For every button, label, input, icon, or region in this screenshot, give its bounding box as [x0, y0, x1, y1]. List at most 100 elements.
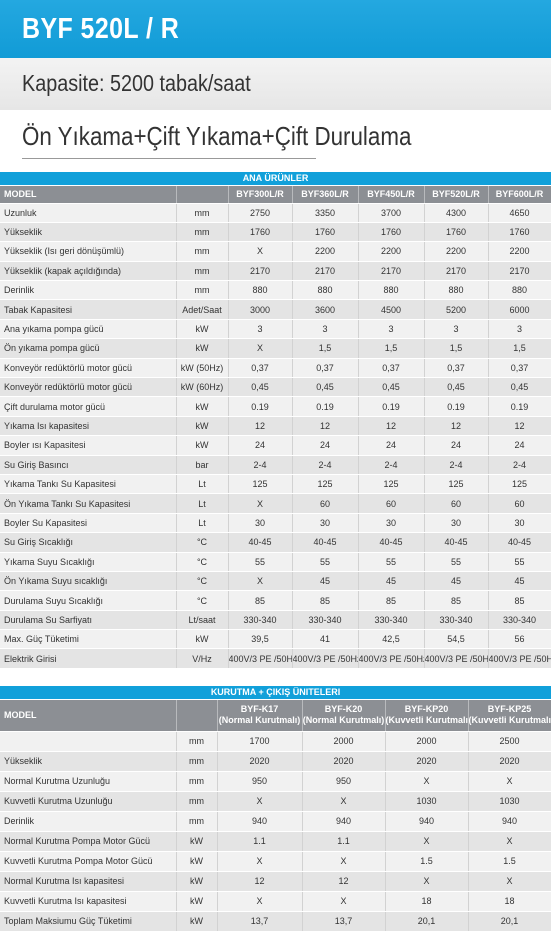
- cell-value: 125: [292, 474, 359, 495]
- model-column-header: BYF-KP20 (Kuvvetli Kurutmalı): [385, 699, 469, 732]
- cell-value: X: [385, 831, 469, 852]
- cell-value: 1,5: [424, 338, 489, 359]
- column-header-row: MODEL BYF-K17 (Normal Kurutmalı) BYF-K20 (No…: [0, 699, 551, 732]
- cell-value: 30: [358, 513, 425, 534]
- row-unit: °C: [176, 571, 229, 592]
- cell-value: 45: [488, 571, 551, 592]
- cell-value: 45: [424, 571, 489, 592]
- cell-value: 880: [228, 280, 293, 301]
- capacity-text: Kapasite: 5200 tabak/saat: [22, 70, 251, 96]
- row-label: Normal Kurutma Uzunluğu: [0, 771, 177, 792]
- row-unit: V/Hz: [176, 648, 229, 669]
- row-unit: Lt: [176, 513, 229, 534]
- cell-value: 125: [424, 474, 489, 495]
- row-label: Uzunluk: [0, 203, 177, 223]
- cell-value: 12: [358, 416, 425, 437]
- cell-value: 18: [385, 891, 469, 912]
- cell-value: 3: [424, 319, 489, 340]
- cell-value: 2020: [217, 751, 303, 772]
- cell-value: 12: [488, 416, 551, 437]
- cell-value: 2-4: [292, 455, 359, 475]
- cell-value: 0,37: [488, 358, 551, 379]
- cell-value: 13,7: [302, 911, 386, 932]
- row-label: Konveyör redüktörlü motor gücü: [0, 377, 177, 398]
- cell-value: 0,45: [424, 377, 489, 398]
- cell-value: 940: [302, 811, 386, 832]
- cell-value: 1700: [217, 731, 303, 752]
- cell-value: 42,5: [358, 629, 425, 650]
- column-header-row: MODEL BYF300L/R BYF360L/R BYF450L/R BYF520L/…: [0, 185, 551, 204]
- row-unit: mm: [176, 261, 229, 282]
- cell-value: 20,1: [385, 911, 469, 932]
- cell-value: X: [217, 891, 303, 912]
- model-header: MODEL: [0, 185, 177, 204]
- table-row: Yıkama Isı kapasitesi kW 12 12 12 12 12: [0, 416, 551, 437]
- table-row: Elektrik Girisi V/Hz 400V/3 PE /50Hz 400V/3…: [0, 648, 551, 669]
- page-title: BYF 520L / R: [22, 13, 180, 45]
- row-label: Çift durulama motor gücü: [0, 396, 177, 417]
- cell-value: 60: [488, 493, 551, 514]
- cell-value: X: [468, 871, 551, 892]
- row-unit: mm: [176, 811, 218, 832]
- cell-value: 0,37: [292, 358, 359, 379]
- row-label: [0, 731, 177, 752]
- cell-value: 0,45: [228, 377, 293, 398]
- cell-value: 41: [292, 629, 359, 650]
- model-column-header: BYF-K17 (Normal Kurutmalı): [217, 699, 303, 732]
- cell-value: 2170: [424, 261, 489, 282]
- table-row: Yükseklik (kapak açıldığında) mm 2170 2170 2…: [0, 261, 551, 282]
- cell-value: 24: [228, 435, 293, 456]
- cell-value: 30: [292, 513, 359, 534]
- row-unit: kW: [176, 629, 229, 650]
- cell-value: 85: [488, 590, 551, 611]
- row-label: Ön yıkama pompa gücü: [0, 338, 177, 359]
- table-row: Max. Güç Tüketimi kW 39,5 41 42,5 54,5 56: [0, 629, 551, 650]
- cell-value: 2170: [292, 261, 359, 282]
- cell-value: 1.5: [385, 851, 469, 872]
- main-products-table: ANA ÜRÜNLER MODEL BYF300L/R BYF360L/R BYF450…: [0, 172, 551, 669]
- cell-value: 40-45: [228, 532, 293, 553]
- cell-value: 2500: [468, 731, 551, 752]
- row-unit: mm: [176, 222, 229, 243]
- row-label: Ön Yıkama Tankı Su Kapasitesi: [0, 493, 177, 514]
- row-label: Yükseklik: [0, 222, 177, 243]
- cell-value: 3: [228, 319, 293, 340]
- cell-value: 2200: [424, 241, 489, 262]
- row-label: Konveyör redüktörlü motor gücü: [0, 358, 177, 379]
- cell-value: 2170: [488, 261, 551, 282]
- row-label: Yükseklik (Isı geri dönüşümlü): [0, 241, 177, 262]
- model-header: MODEL: [0, 699, 177, 732]
- table-row: Konveyör redüktörlü motor gücü kW (60Hz) 0…: [0, 377, 551, 398]
- cell-value: 55: [228, 552, 293, 572]
- cell-value: 12: [228, 416, 293, 437]
- cell-value: 30: [228, 513, 293, 534]
- cell-value: X: [228, 571, 293, 592]
- section-title: KURUTMA + ÇIKIŞ ÜNITELERI: [0, 686, 551, 700]
- cell-value: 0,45: [488, 377, 551, 398]
- cell-value: 55: [358, 552, 425, 572]
- table-row: Kuvvetli Kurutma Pompa Motor Gücü kW X X 1.5…: [0, 851, 551, 872]
- cell-value: 0.19: [488, 396, 551, 417]
- cell-value: 2000: [302, 731, 386, 752]
- cell-value: 880: [358, 280, 425, 301]
- cell-value: 1,5: [358, 338, 425, 359]
- model-column-header: BYF450L/R: [358, 185, 425, 204]
- cell-value: 1.5: [468, 851, 551, 872]
- row-unit: kW (50Hz): [176, 358, 229, 379]
- row-unit: kW: [176, 891, 218, 912]
- table-row: Boyler Su Kapasitesi Lt 30 30 30 30 30: [0, 513, 551, 534]
- model-type: (Kuvvetli Kurutmalı): [468, 715, 551, 725]
- cell-value: 55: [488, 552, 551, 572]
- cell-value: 950: [302, 771, 386, 792]
- row-unit: Lt: [176, 493, 229, 514]
- cell-value: 3600: [292, 299, 359, 320]
- cell-value: 40-45: [292, 532, 359, 553]
- cell-value: 40-45: [358, 532, 425, 553]
- table-row: Konveyör redüktörlü motor gücü kW (50Hz) 0…: [0, 358, 551, 379]
- cell-value: 2750: [228, 203, 293, 223]
- cell-value: 950: [217, 771, 303, 792]
- cell-value: X: [217, 851, 303, 872]
- row-unit: kW: [176, 871, 218, 892]
- row-unit: °C: [176, 590, 229, 611]
- cell-value: 0,37: [358, 358, 425, 379]
